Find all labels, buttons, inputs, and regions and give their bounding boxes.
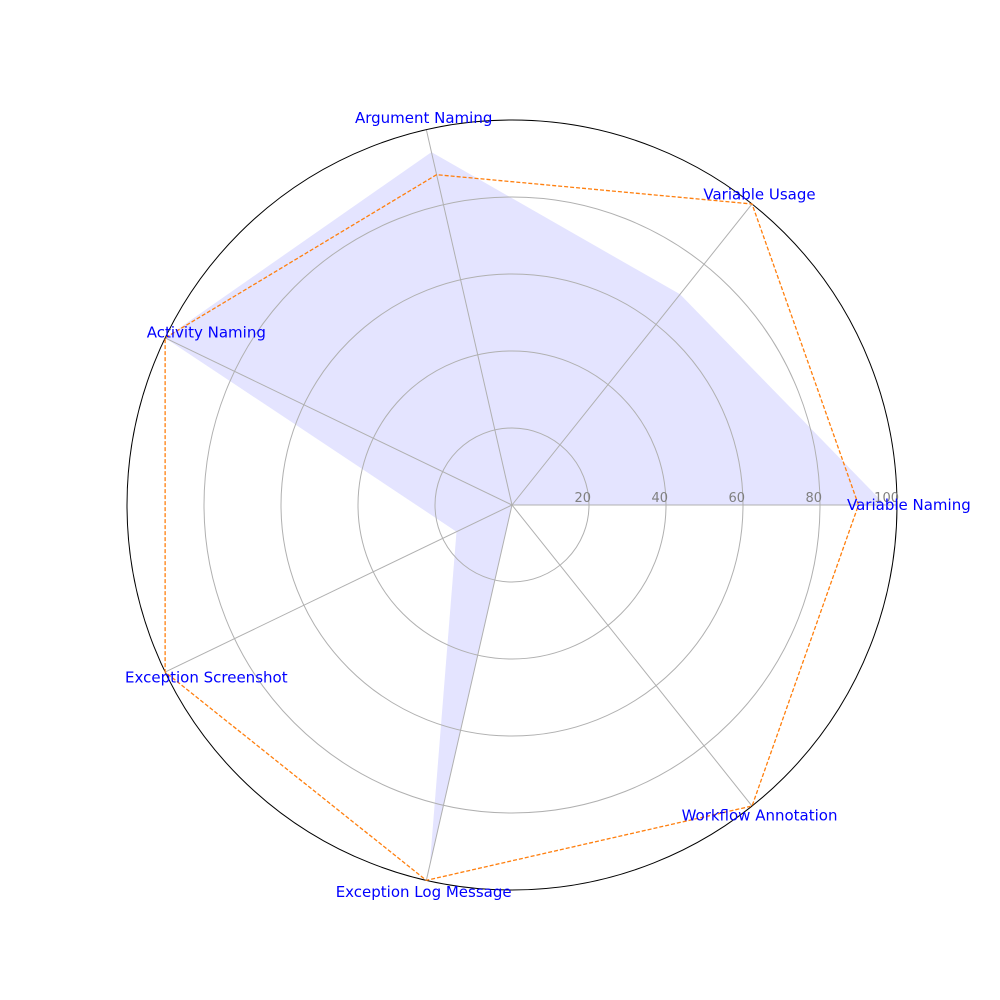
radial-tick-label-4: 100 xyxy=(874,491,899,506)
category-label-5: Exception Log Message xyxy=(336,883,512,901)
axis-spoke-4 xyxy=(164,504,513,673)
axis-spoke-3 xyxy=(164,337,513,506)
axis-spoke-1 xyxy=(511,203,753,506)
category-label-2: Argument Naming xyxy=(355,109,492,127)
axis-spoke-5 xyxy=(425,504,513,881)
axis-spoke-2 xyxy=(425,129,513,506)
series-0-area xyxy=(165,152,886,866)
outer-frame xyxy=(126,119,898,891)
category-label-6: Workflow Annotation xyxy=(682,806,838,824)
category-label-3: Activity Naming xyxy=(147,324,266,342)
radial-tick-label-1: 40 xyxy=(651,491,668,506)
axis-spoke-6 xyxy=(511,504,753,807)
radial-tick-label-2: 60 xyxy=(728,491,745,506)
radial-tick-label-0: 20 xyxy=(574,491,591,506)
series-1-line xyxy=(164,174,860,882)
radial-tick-label-3: 80 xyxy=(805,491,822,506)
category-label-1: Variable Usage xyxy=(703,186,815,204)
category-label-4: Exception Screenshot xyxy=(125,668,288,686)
category-label-0: Variable Naming xyxy=(847,496,971,514)
